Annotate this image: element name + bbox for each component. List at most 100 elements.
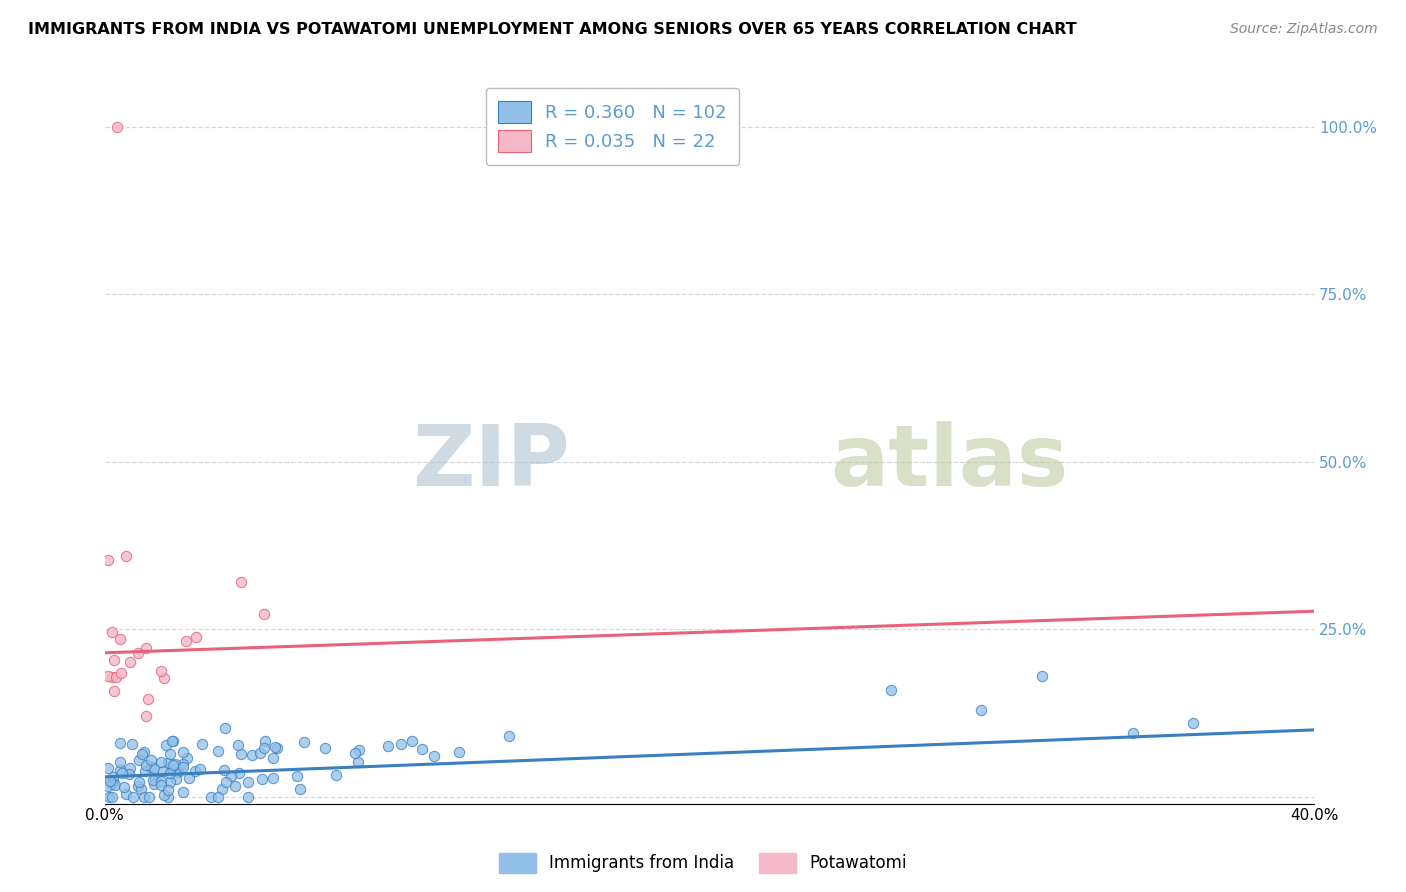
Point (97, 780, 120, 794)
Point (188, 762, 211, 776)
Point (165, 756, 187, 771)
Point (288, 781, 311, 796)
Point (152, 764, 174, 778)
Point (423, 748, 446, 763)
Point (150, 778, 173, 792)
Point (236, 789, 259, 804)
Point (108, 755, 131, 769)
Point (101, 770, 124, 784)
Point (104, 670, 127, 684)
Point (177, 771, 200, 785)
Point (141, 753, 163, 767)
Point (136, 692, 159, 706)
Point (172, 785, 194, 799)
Point (215, 774, 238, 789)
Point (172, 745, 194, 759)
Point (135, 709, 157, 723)
Point (347, 755, 370, 769)
Point (153, 671, 176, 685)
Point (108, 763, 131, 777)
Point (880, 682, 903, 697)
Point (211, 782, 233, 797)
Point (110, 766, 132, 780)
Point (184, 630, 207, 644)
Point (191, 737, 214, 751)
Point (97, 761, 120, 775)
Point (150, 774, 173, 789)
Point (229, 747, 252, 762)
Point (100, 774, 122, 789)
Point (101, 774, 124, 789)
Point (142, 761, 165, 775)
Point (174, 633, 197, 648)
Point (156, 783, 179, 797)
Point (101, 777, 124, 791)
Point (207, 789, 229, 804)
Point (160, 761, 183, 775)
Legend: Immigrants from India, Potawatomi: Immigrants from India, Potawatomi (492, 847, 914, 880)
Point (128, 775, 150, 789)
Point (138, 789, 160, 804)
Point (157, 756, 180, 770)
Point (314, 740, 336, 755)
Text: Source: ZipAtlas.com: Source: ZipAtlas.com (1230, 22, 1378, 37)
Point (231, 575, 253, 590)
Point (110, 666, 132, 681)
Point (157, 789, 180, 804)
Point (344, 747, 367, 761)
Text: ZIP: ZIP (412, 421, 571, 504)
Point (347, 743, 370, 757)
Point (262, 771, 284, 785)
Point (128, 753, 150, 767)
Point (118, 767, 141, 781)
Point (98, 789, 121, 804)
Point (253, 740, 276, 755)
Point (167, 764, 190, 778)
Point (285, 769, 308, 783)
Point (162, 733, 184, 747)
Point (145, 772, 167, 786)
Point (219, 769, 242, 783)
Point (132, 789, 155, 804)
Point (1031, 669, 1053, 683)
Point (101, 789, 124, 804)
Point (266, 741, 288, 756)
Point (1122, 726, 1144, 740)
Point (97, 552, 120, 566)
Point (165, 772, 187, 786)
Point (101, 624, 124, 639)
Point (114, 787, 136, 801)
Point (401, 733, 423, 747)
Point (970, 703, 993, 717)
Text: IMMIGRANTS FROM INDIA VS POTAWATOMI UNEMPLOYMENT AMONG SENIORS OVER 65 YEARS COR: IMMIGRANTS FROM INDIA VS POTAWATOMI UNEM… (28, 22, 1077, 37)
Point (155, 738, 177, 752)
Point (120, 655, 142, 669)
Point (110, 736, 132, 750)
Point (121, 737, 143, 751)
Point (389, 737, 412, 751)
Point (200, 789, 222, 804)
Point (103, 653, 125, 667)
Point (127, 646, 149, 660)
Point (377, 739, 399, 753)
Point (143, 777, 166, 791)
Point (162, 734, 184, 748)
Point (132, 746, 155, 760)
Point (167, 764, 190, 779)
Point (236, 774, 259, 789)
Point (135, 758, 157, 772)
Point (104, 778, 127, 792)
Point (129, 781, 152, 796)
Point (172, 756, 194, 771)
Point (152, 789, 174, 803)
Point (498, 729, 520, 743)
Point (101, 670, 124, 684)
Point (103, 684, 125, 698)
Point (112, 780, 135, 795)
Point (228, 765, 250, 780)
Point (249, 747, 271, 761)
Point (134, 764, 156, 779)
Point (262, 751, 284, 765)
Point (110, 632, 132, 647)
Point (252, 772, 274, 786)
